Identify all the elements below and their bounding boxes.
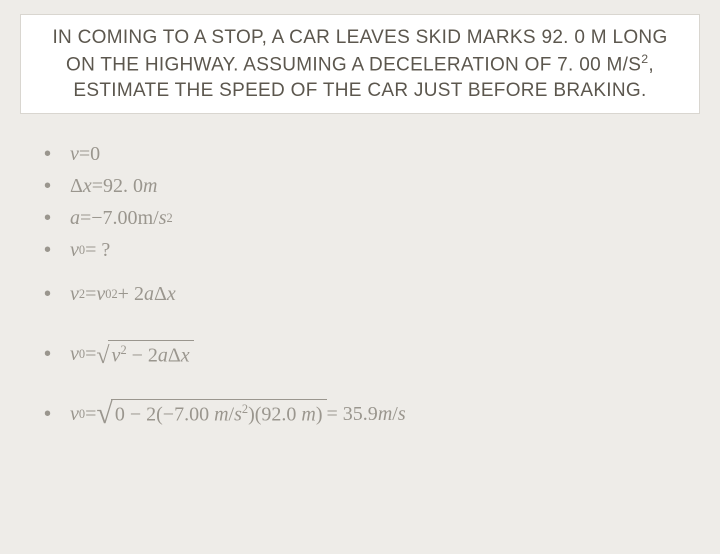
content-area: • v = 0 • Δx = 92. 0 m • a = −7.00 m/s2 … (0, 122, 720, 440)
unit-s: s (234, 404, 242, 426)
equals: = (85, 343, 96, 366)
equals: = (85, 403, 96, 426)
unit-s: s (159, 207, 167, 230)
eq-v0-numeric: v0 = √ 0 − 2(−7.00 m/s2)(92.0 m) = 35.9 … (70, 399, 406, 429)
var-a: a (70, 207, 80, 230)
bullet-item-6: • v0 = √ v2 − 2aΔx (44, 328, 676, 380)
title-line-3: ESTIMATE THE SPEED OF THE CAR JUST BEFOR… (39, 78, 681, 104)
val-92: 92. 0 (103, 175, 143, 198)
val-neg7: −7.00 (91, 207, 137, 230)
equals: = (85, 283, 96, 306)
eq-delta-x: Δx = 92. 0 m (70, 175, 158, 198)
title-line-2a: ON THE HIGHWAY. ASSUMING A DECELERATION … (66, 54, 641, 75)
bullet-icon: • (44, 404, 62, 424)
plus-2: + 2 (118, 283, 144, 306)
equals-q: = ? (85, 239, 110, 262)
title-line-2b: , (648, 54, 654, 75)
var-v: v (70, 283, 79, 306)
unit-m: m (378, 403, 392, 426)
var-v0: v (70, 343, 79, 366)
var-a: a (158, 345, 168, 367)
bullet-icon: • (44, 284, 62, 304)
num-part-a: 0 − 2(−7.00 (115, 404, 214, 426)
var-v0: v (96, 283, 105, 306)
sqrt-body: 0 − 2(−7.00 m/s2)(92.0 m) (111, 399, 327, 429)
delta: Δ (168, 345, 181, 367)
sqrt-body: v2 − 2aΔx (108, 340, 194, 368)
sqrt-expr: √ 0 − 2(−7.00 m/s2)(92.0 m) (96, 399, 326, 429)
eq-v0-solved: v0 = √ v2 − 2aΔx (70, 340, 194, 368)
bullet-item-1: • v = 0 (44, 140, 676, 168)
unit-m: m (143, 175, 157, 198)
eq-kinematic: v2 = v02 + 2aΔx (70, 283, 176, 306)
eq-v0-unknown: v0 = ? (70, 239, 110, 262)
bullet-icon: • (44, 144, 62, 164)
eq-v-final: v = 0 (70, 143, 100, 166)
result-eq: = 35.9 (327, 403, 378, 426)
unit-s: s (398, 403, 406, 426)
bullet-item-4: • v0 = ? (44, 236, 676, 264)
bullet-icon: • (44, 344, 62, 364)
minus-2: − 2 (127, 345, 158, 367)
bullet-icon: • (44, 176, 62, 196)
title-box: IN COMING TO A STOP, A CAR LEAVES SKID M… (20, 14, 700, 114)
delta: Δ (70, 175, 83, 198)
unit-m: m (138, 207, 154, 230)
equals: = (92, 175, 103, 198)
val-0: 0 (90, 143, 100, 166)
num-part-b: )(92.0 (248, 404, 301, 426)
equals: = (79, 143, 90, 166)
bullet-icon: • (44, 240, 62, 260)
paren-close: ) (316, 404, 323, 426)
bullet-item-5: • v2 = v02 + 2aΔx (44, 268, 676, 320)
eq-acceleration: a = −7.00 m/s2 (70, 207, 173, 230)
unit-m: m (214, 404, 228, 426)
unit-m: m (301, 404, 315, 426)
delta: Δ (154, 283, 167, 306)
sup-2: 2 (166, 211, 172, 226)
var-a: a (144, 283, 154, 306)
title-line-2: ON THE HIGHWAY. ASSUMING A DECELERATION … (39, 51, 681, 78)
bullet-item-7: • v0 = √ 0 − 2(−7.00 m/s2)(92.0 m) = 35.… (44, 388, 676, 440)
equals: = (80, 207, 91, 230)
bullet-icon: • (44, 208, 62, 228)
title-line-1: IN COMING TO A STOP, A CAR LEAVES SKID M… (39, 25, 681, 51)
var-v: v (70, 239, 79, 262)
sqrt-expr: √ v2 − 2aΔx (96, 340, 193, 368)
var-x: x (181, 345, 190, 367)
bullet-item-2: • Δx = 92. 0 m (44, 172, 676, 200)
var-v0: v (70, 403, 79, 426)
var-x: x (167, 283, 176, 306)
var-x: x (83, 175, 92, 198)
var-v: v (70, 143, 79, 166)
bullet-item-3: • a = −7.00 m/s2 (44, 204, 676, 232)
